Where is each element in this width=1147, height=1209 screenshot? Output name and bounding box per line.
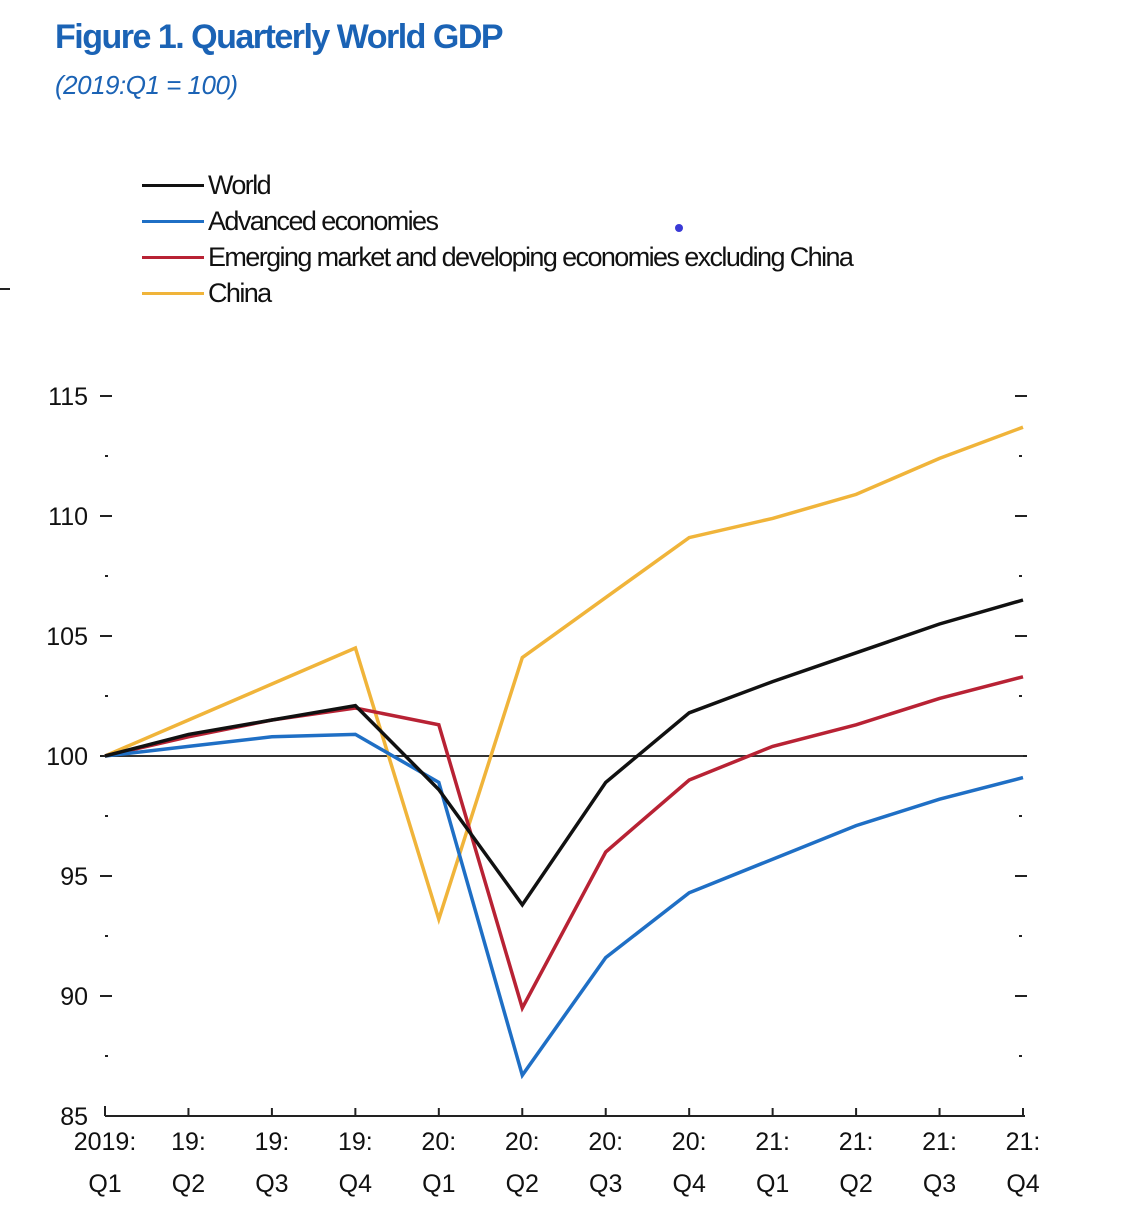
x-tick-label-line2: Q4 — [1006, 1170, 1039, 1198]
x-tick-label-line2: Q1 — [756, 1170, 789, 1198]
chart-subtitle: (2019:Q1 = 100) — [55, 70, 238, 100]
x-tick-label-line2: Q2 — [506, 1170, 539, 1198]
legend-item: Advanced economies — [142, 203, 852, 239]
x-axis-labels: 2019: Q1 19: Q2 19: Q3 19: Q4 20: Q1 20: Q2 20: Q3 20:… — [74, 1128, 1041, 1198]
y-tick-label: 95 — [60, 863, 88, 891]
x-tick-label-line1: 20: — [588, 1128, 623, 1156]
x-tick-label-line2: Q1 — [88, 1170, 121, 1198]
x-tick-label-line2: Q1 — [422, 1170, 455, 1198]
legend-item: China — [142, 275, 852, 311]
legend-swatch — [142, 219, 204, 223]
stray-dot — [675, 224, 683, 232]
series-line-advanced-economies — [104, 732, 1024, 1080]
legend-item: Emerging market and developing economies… — [142, 239, 854, 275]
x-tick-label-line2: Q3 — [589, 1170, 622, 1198]
y-tick-label: 100 — [46, 743, 88, 771]
axes-layer: 85 90 95 100 105 110 115 — [46, 383, 1027, 1131]
x-tick-label-line1: 19: — [171, 1128, 206, 1156]
legend-item: World — [142, 167, 852, 203]
x-tick-label-line1: 19: — [255, 1128, 290, 1156]
series-line-china — [104, 425, 1024, 926]
x-tick-label-line1: 2019: — [74, 1128, 137, 1156]
legend-label: China — [208, 277, 272, 308]
x-tick-label-line1: 21: — [755, 1128, 790, 1156]
x-tick-label-line2: Q4 — [339, 1170, 372, 1198]
x-tick-label-line2: Q3 — [255, 1170, 288, 1198]
series-layer — [104, 425, 1024, 1080]
x-tick-label-line1: 20: — [421, 1128, 456, 1156]
x-tick-label-line2: Q2 — [172, 1170, 205, 1198]
margin-tick-mark — [0, 288, 10, 290]
legend-label: World — [208, 169, 272, 200]
x-tick-label-line2: Q3 — [923, 1170, 956, 1198]
legend-swatch — [142, 255, 204, 259]
x-tick-label-line1: 20: — [505, 1128, 540, 1156]
series-line-world — [104, 598, 1024, 908]
legend-swatch — [142, 291, 204, 295]
legend-label: Emerging market and developing economies… — [208, 241, 854, 272]
x-tick-label-line1: 21: — [1006, 1128, 1041, 1156]
y-tick-label: 115 — [48, 383, 88, 411]
x-tick-label-line1: 20: — [672, 1128, 707, 1156]
chart-title: Figure 1. Quarterly World GDP — [55, 18, 504, 56]
legend-swatch — [142, 183, 204, 187]
y-tick-label: 110 — [48, 503, 88, 531]
legend-label: Advanced economies — [208, 205, 439, 236]
y-tick-label: 90 — [60, 983, 88, 1011]
x-tick-label-line1: 19: — [338, 1128, 373, 1156]
x-tick-label-line1: 21: — [922, 1128, 957, 1156]
x-tick-label-line2: Q2 — [839, 1170, 872, 1198]
x-tick-label-line2: Q4 — [673, 1170, 706, 1198]
y-tick-label: 85 — [60, 1103, 88, 1131]
y-tick-label: 105 — [46, 623, 88, 651]
x-tick-label-line1: 21: — [839, 1128, 874, 1156]
legend: World Advanced economies Emerging market a… — [142, 167, 854, 311]
